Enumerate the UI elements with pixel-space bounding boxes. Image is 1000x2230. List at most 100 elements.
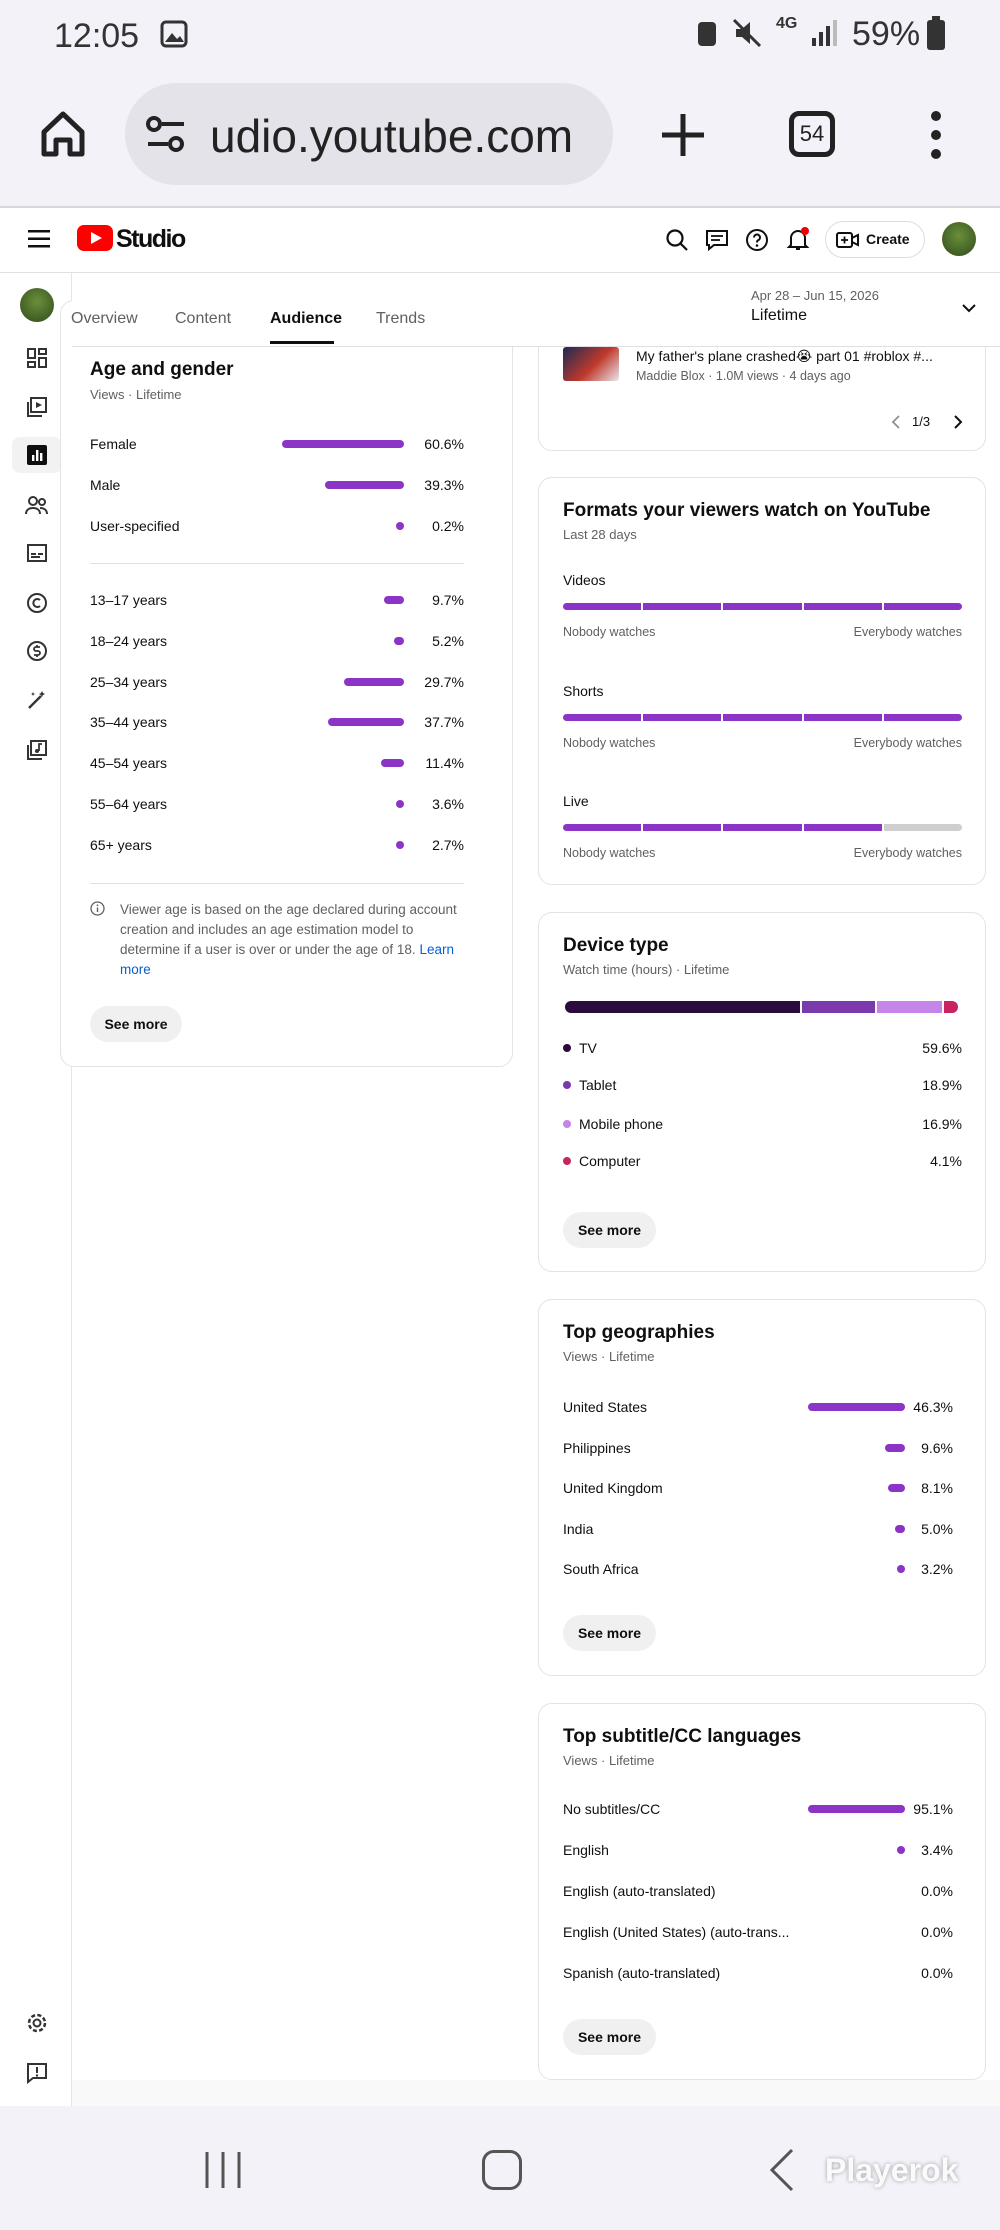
channel-avatar[interactable]	[20, 288, 54, 322]
hamburger[interactable]	[28, 229, 50, 249]
recents-button[interactable]	[203, 2150, 243, 2190]
mute-icon	[732, 18, 762, 48]
notifications-button[interactable]	[786, 226, 812, 252]
bar	[328, 718, 404, 727]
home-button[interactable]	[40, 110, 86, 158]
date-dropdown[interactable]	[961, 302, 977, 314]
row-value: 60.6%	[424, 436, 464, 452]
new-tab-button[interactable]	[660, 112, 706, 158]
device-segment	[876, 1001, 942, 1013]
bar	[396, 522, 404, 530]
audio-library-icon[interactable]	[27, 740, 47, 760]
pager: 1/3	[912, 414, 931, 429]
segment	[883, 714, 962, 721]
row-label: English	[563, 1842, 609, 1858]
age-gender-card	[60, 300, 513, 1067]
bar	[888, 1484, 905, 1492]
gallery-icon	[160, 20, 188, 48]
card-title: Formats your viewers watch on YouTube	[563, 500, 931, 521]
see-more-button[interactable]: See more	[563, 1615, 656, 1651]
tab-count: 54	[799, 121, 825, 146]
see-more-button[interactable]: See more	[563, 1212, 656, 1248]
legend-label: TV	[579, 1040, 597, 1056]
home-nav-button[interactable]	[482, 2150, 522, 2190]
tab-bar	[72, 273, 1000, 347]
account-avatar[interactable]	[942, 222, 976, 256]
earn-icon[interactable]	[27, 641, 47, 661]
subtitles-card	[538, 1703, 986, 2080]
row-label: United States	[563, 1399, 648, 1415]
create-icon	[836, 232, 859, 248]
row-value: 37.7%	[424, 714, 464, 731]
bar	[808, 1805, 905, 1813]
legend-value: 4.1%	[930, 1153, 962, 1169]
bar	[282, 440, 404, 448]
comments-button[interactable]	[705, 228, 729, 252]
see-more-button[interactable]: See more	[90, 1006, 182, 1042]
status-icon	[698, 22, 716, 46]
row-label: 18–24 years	[90, 632, 168, 649]
age-note: Viewer age is based on the age declared …	[120, 900, 460, 980]
customization-icon[interactable]	[27, 690, 47, 710]
legend-dot	[563, 1157, 571, 1165]
site-settings-icon[interactable]	[146, 116, 186, 154]
row-value: 0.2%	[432, 518, 464, 534]
clock: 12:05	[54, 17, 140, 55]
row-value: 11.4%	[425, 755, 464, 772]
card-title: Top geographies	[563, 1322, 715, 1343]
prev-page[interactable]	[890, 414, 902, 430]
date-range-label[interactable]: Lifetime	[751, 307, 808, 324]
bar	[808, 1403, 905, 1411]
menu-button[interactable]	[928, 110, 944, 160]
copyright-icon[interactable]	[27, 593, 47, 613]
bar	[393, 636, 404, 645]
row-value: 0.0%	[921, 1965, 953, 1981]
row-value: 3.6%	[432, 796, 464, 812]
segment	[563, 824, 642, 831]
content-icon[interactable]	[27, 397, 47, 417]
help-button[interactable]	[745, 228, 769, 252]
create-button[interactable]	[825, 221, 925, 258]
tab[interactable]: Audience	[270, 310, 343, 327]
settings-icon[interactable]	[26, 2012, 48, 2034]
bar	[396, 800, 404, 808]
device-segment	[943, 1001, 958, 1013]
geographies-card	[538, 1299, 986, 1676]
analytics-icon[interactable]	[27, 445, 47, 465]
segment	[723, 824, 802, 831]
video-thumbnail[interactable]	[563, 347, 619, 381]
learn-more-link[interactable]: Learn more	[120, 942, 454, 977]
search-button[interactable]	[665, 228, 689, 252]
studio-label: Studio	[116, 225, 186, 253]
next-page[interactable]	[952, 414, 964, 430]
legend-value: 16.9%	[922, 1116, 962, 1132]
format-level-bar	[563, 714, 962, 721]
youtube-logo[interactable]	[77, 225, 113, 251]
row-label: English (United States) (auto-trans...	[563, 1924, 790, 1940]
max-label: Everybody watches	[853, 846, 962, 860]
dashboard-icon[interactable]	[27, 348, 47, 368]
segment	[643, 603, 722, 610]
subtitles-icon[interactable]	[27, 543, 47, 563]
row-label: 65+ years	[90, 836, 152, 853]
tab[interactable]: Content	[175, 310, 232, 327]
row-value: 29.7%	[424, 673, 464, 690]
row-label: User-specified	[90, 518, 180, 534]
tab[interactable]: Trends	[376, 310, 426, 327]
battery-icon	[927, 16, 945, 50]
see-more-button[interactable]: See more	[563, 2019, 656, 2055]
back-button[interactable]	[768, 2148, 796, 2192]
row-value: 9.7%	[432, 592, 464, 608]
community-icon[interactable]	[25, 495, 49, 515]
row-label: English (auto-translated)	[563, 1883, 716, 1899]
segment	[803, 714, 882, 721]
tab-switcher[interactable]	[789, 111, 835, 157]
video-title[interactable]: My father's plane crashed😭 part 01 #robl…	[636, 348, 933, 364]
row-label: 13–17 years	[90, 592, 168, 608]
bar	[344, 677, 404, 686]
legend-value: 59.6%	[922, 1040, 962, 1056]
tab[interactable]: Overview	[71, 310, 138, 327]
address-bar[interactable]	[125, 83, 613, 185]
min-label: Nobody watches	[563, 846, 656, 860]
send-feedback-icon[interactable]	[27, 2063, 47, 2085]
